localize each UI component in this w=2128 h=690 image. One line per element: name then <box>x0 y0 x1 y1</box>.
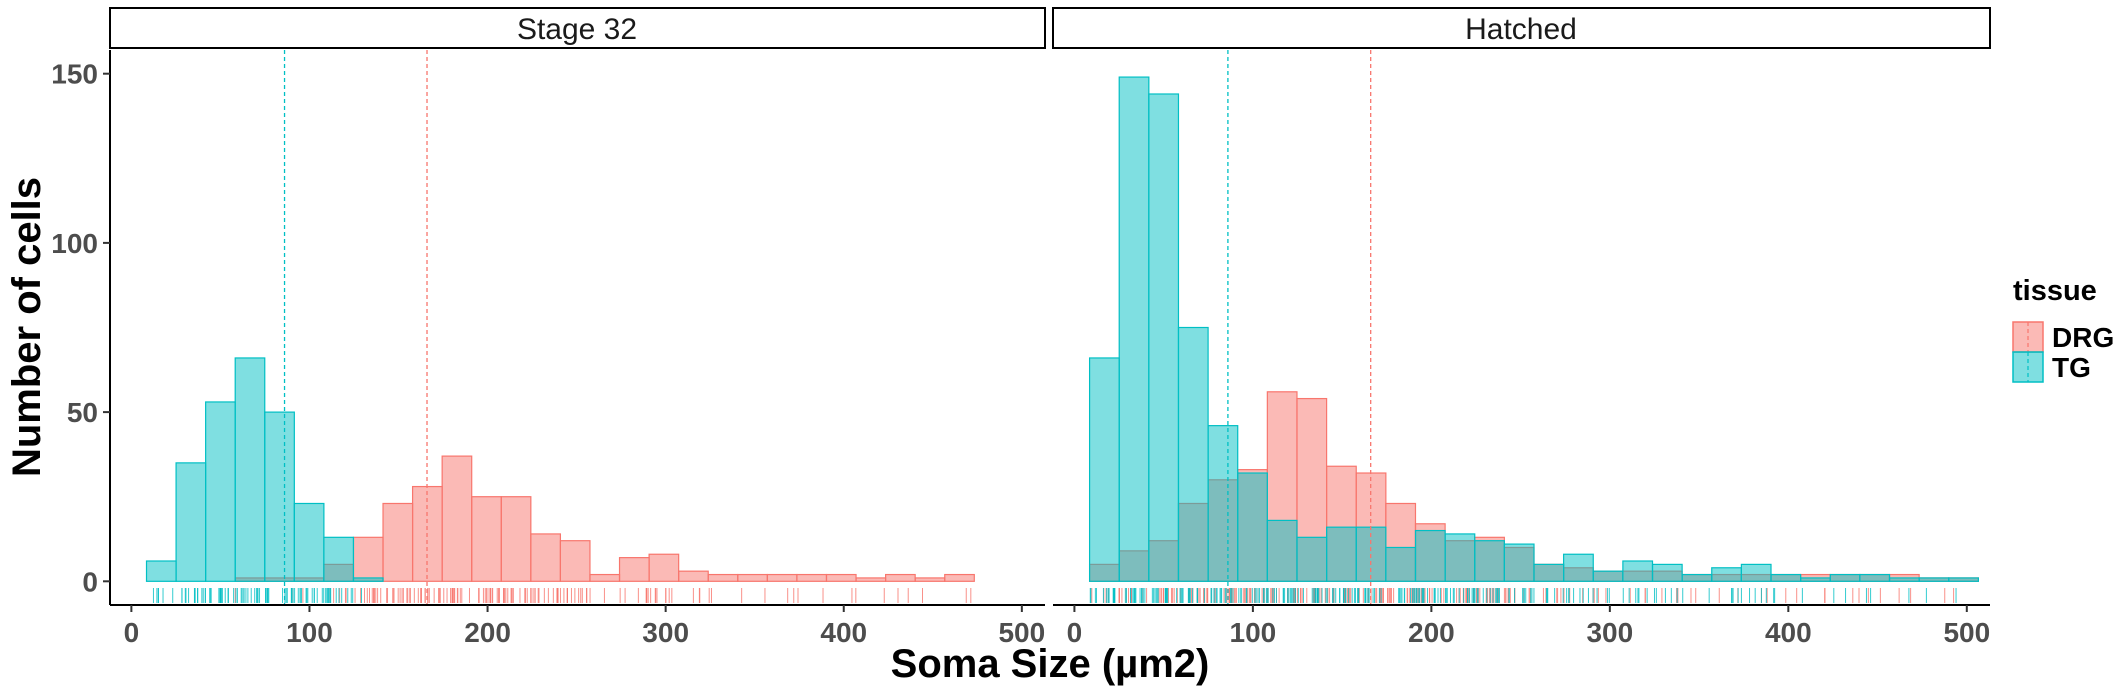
bar-tg <box>1592 570 1624 582</box>
bar-drg <box>352 536 384 582</box>
bar-tg <box>293 502 325 582</box>
panel-title: Hatched <box>1465 13 1577 46</box>
x-tick-label: 500 <box>998 617 1045 648</box>
bar-drg <box>382 502 414 582</box>
bar-drg <box>855 577 887 582</box>
x-tick-label: 300 <box>1586 617 1633 648</box>
bar-tg <box>1148 93 1180 582</box>
y-tick-label: 50 <box>67 397 98 428</box>
bar-tg <box>264 411 295 582</box>
bar-drg <box>885 573 916 582</box>
panel-stage-32: Stage 32 0 100 200 300 400 500 0 50 100 150 <box>51 7 1046 648</box>
panel-strip <box>109 7 1046 49</box>
panel-title: Stage 32 <box>517 13 637 46</box>
bar-tg <box>145 560 177 582</box>
y-tick-label: 0 <box>82 566 98 597</box>
bar-drg <box>441 455 473 582</box>
bar-tg <box>1711 567 1742 582</box>
bar-drg <box>914 577 946 582</box>
bar-drg <box>589 573 621 582</box>
x-tick-label: 300 <box>642 617 689 648</box>
bar-drg <box>825 573 857 582</box>
bar-tg <box>1177 326 1209 582</box>
bar-drg <box>618 557 650 582</box>
x-tick-label: 400 <box>1765 617 1812 648</box>
x-tick-label: 200 <box>1408 617 1455 648</box>
bar-drg <box>648 553 680 582</box>
bar-tg <box>1414 529 1446 582</box>
bar-tg <box>1622 560 1654 582</box>
legend-label-tg: TG <box>2052 352 2091 383</box>
bar-tg <box>1740 563 1772 582</box>
x-tick-label: 200 <box>464 617 511 648</box>
bar-tg <box>1385 546 1417 582</box>
bar-tg <box>1563 553 1594 582</box>
panel-hatched: Hatched 0 100 200 300 400 500 <box>1052 7 1991 648</box>
bar-tg <box>205 401 236 582</box>
bar-tg <box>323 536 355 582</box>
bar-tg <box>1770 573 1802 582</box>
bar-drg <box>678 570 709 582</box>
bar-tg <box>1681 573 1713 582</box>
x-tick-label: 500 <box>1943 617 1990 648</box>
bar-tg <box>352 577 384 582</box>
x-tick-label: 100 <box>286 617 333 648</box>
bar-tg <box>1503 543 1535 582</box>
x-tick-label: 400 <box>820 617 867 648</box>
bar-tg <box>1651 563 1683 582</box>
bar-tg <box>1829 573 1861 582</box>
bar-tg <box>1326 526 1357 582</box>
legend-item-drg: DRG <box>2012 321 2114 353</box>
legend: tissue DRG TG <box>2012 275 2114 383</box>
bar-tg <box>1800 577 1831 582</box>
bar-drg <box>737 573 768 582</box>
bar-tg <box>175 462 207 582</box>
bar-drg <box>707 573 739 582</box>
bar-tg <box>1888 577 1920 582</box>
bar-tg <box>1296 536 1328 582</box>
bar-tg <box>1474 540 1505 582</box>
bar-tg <box>1533 563 1565 582</box>
bar-tg <box>1118 76 1150 582</box>
bar-tg <box>1918 577 1950 582</box>
y-axis-title: Number of cells <box>5 177 49 477</box>
bar-tg <box>1088 357 1120 582</box>
x-tick-label: 0 <box>124 617 140 648</box>
bar-drg <box>500 496 532 582</box>
bar-drg <box>559 540 591 582</box>
y-tick-label: 100 <box>51 228 98 259</box>
x-axis-title: Soma Size (µm2) <box>891 642 1210 686</box>
y-tick-label: 150 <box>51 59 98 90</box>
bar-drg <box>530 533 562 582</box>
bar-tg <box>1859 573 1891 582</box>
bar-tg <box>1444 533 1476 582</box>
bar-tg <box>1237 472 1268 582</box>
bar-drg <box>796 573 828 582</box>
bar-tg <box>1207 425 1239 582</box>
bar-drg <box>944 573 975 582</box>
x-tick-label: 100 <box>1230 617 1277 648</box>
bar-drg <box>766 573 798 582</box>
legend-item-tg: TG <box>2012 351 2091 383</box>
bar-tg <box>234 357 266 582</box>
bar-drg <box>471 496 502 582</box>
legend-title: tissue <box>2013 275 2097 307</box>
bar-tg <box>1266 519 1298 582</box>
legend-label-drg: DRG <box>2052 322 2114 353</box>
x-tick-label: 0 <box>1067 617 1083 648</box>
panel-strip <box>1052 7 1991 49</box>
bar-tg <box>1948 577 1979 582</box>
